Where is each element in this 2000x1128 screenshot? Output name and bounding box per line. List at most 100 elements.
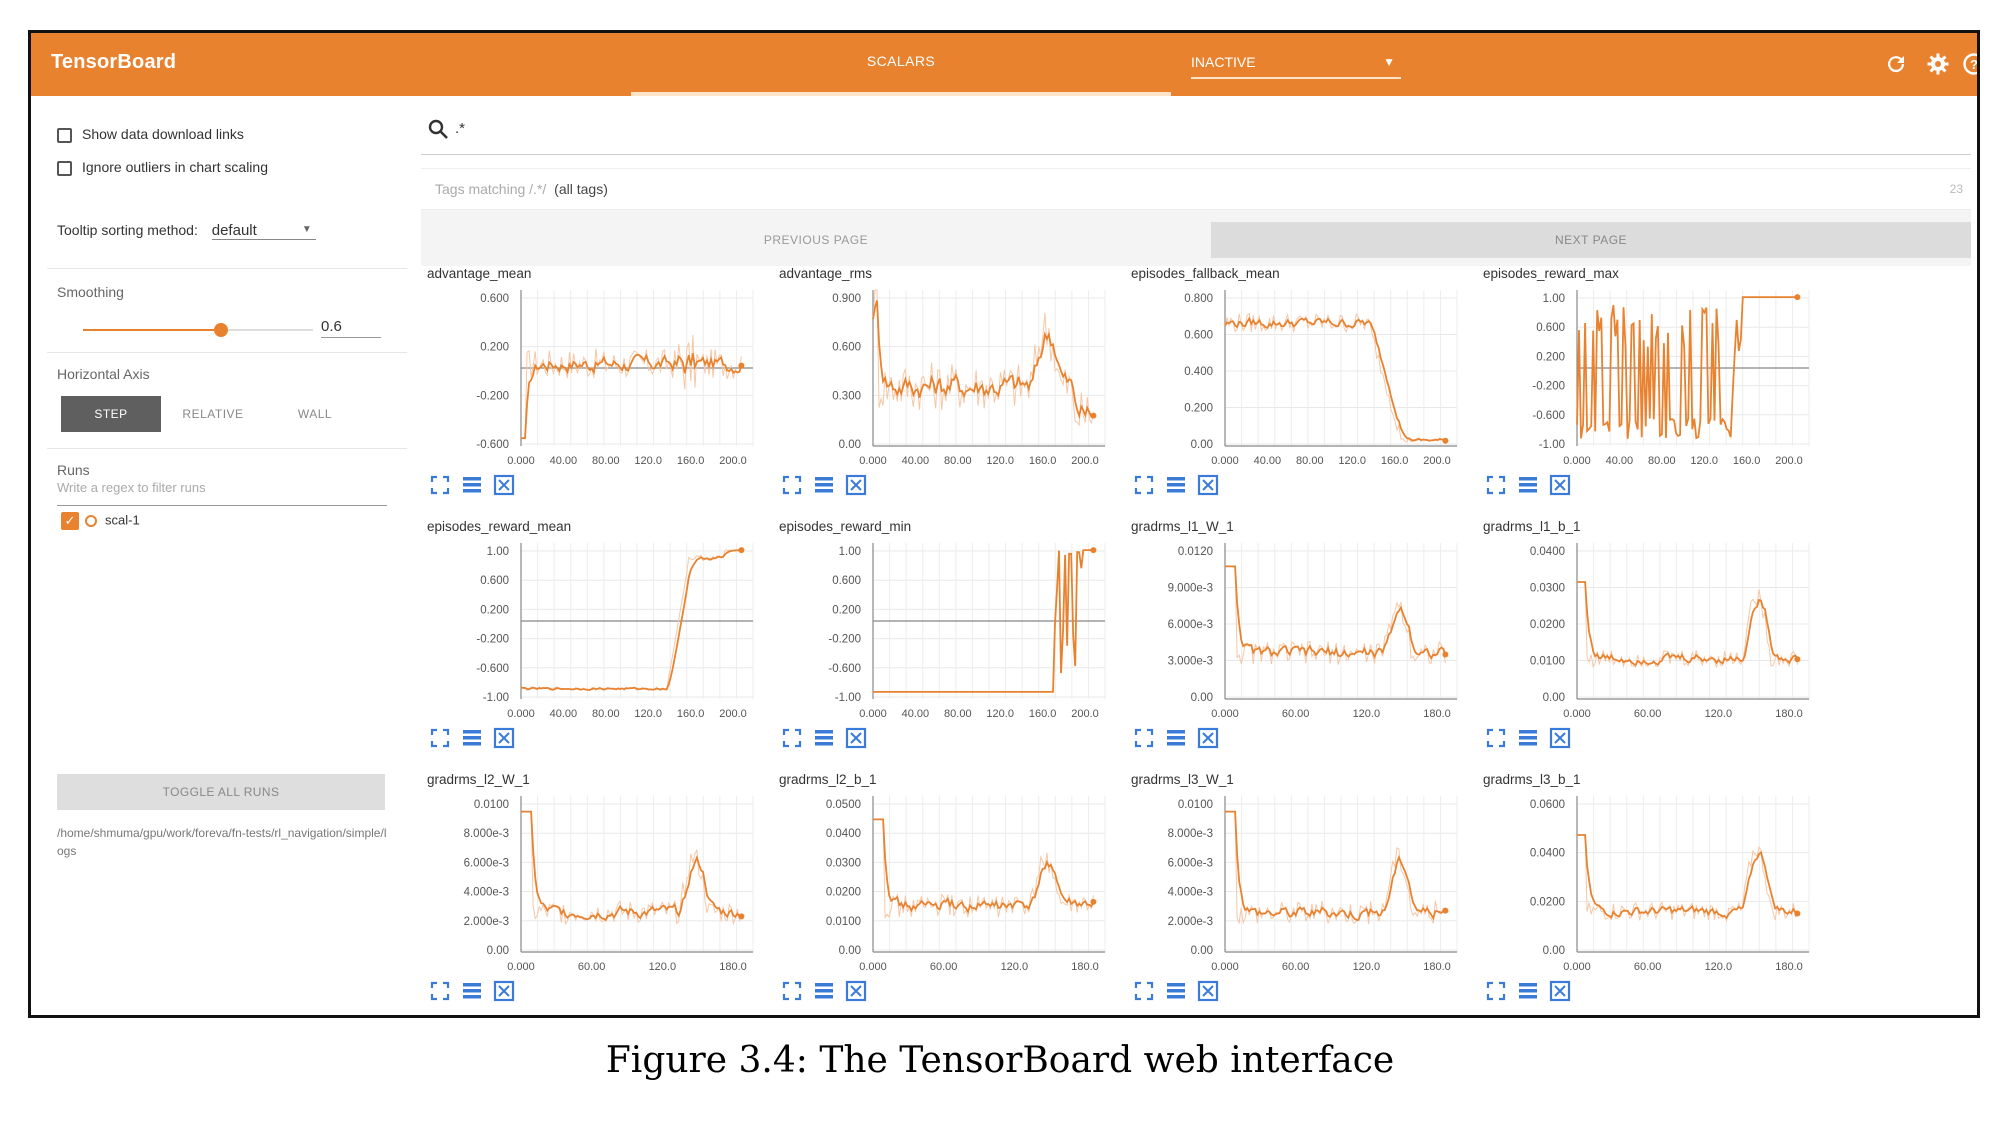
chart-plot[interactable]: 0.0100 8.000e-3 6.000e-3 4.000e-3 2.000e-3 0.… [421,790,761,982]
chart-actions [429,727,525,749]
chart-card-episodes-fallback-mean: episodes_fallback_mean 0.800 0.600 0.400 0.2… [1125,266,1465,516]
tag-search-bar[interactable]: .* [421,114,1971,155]
y-tick-label: 4.000e-3 [1168,887,1213,899]
toggle-all-runs-button[interactable]: TOGGLE ALL RUNS [57,774,385,810]
ignore-outliers-checkbox[interactable] [57,160,72,176]
show-download-links-row[interactable]: Show data download links [57,126,244,143]
chart-plot[interactable]: 0.800 0.600 0.400 0.200 0.00 0.000 40.00 80.00 1… [1125,284,1465,476]
expand-icon[interactable] [1133,474,1155,496]
y-tick-label: -0.600 [476,439,509,451]
smoothing-slider-thumb[interactable] [214,323,228,337]
data-table-icon[interactable] [1517,727,1539,749]
help-icon[interactable]: ? [1957,47,1977,81]
fit-domain-icon[interactable] [1197,474,1219,496]
search-icon [428,119,448,139]
chart-title: episodes_reward_max [1483,266,1619,281]
axis-step-button[interactable]: STEP [61,396,161,432]
data-table-icon[interactable] [1165,474,1187,496]
chart-plot[interactable]: 1.00 0.600 0.200 -0.200 -0.600 -1.00 0.000 40.0… [421,537,761,729]
chart-plot[interactable]: 0.0100 8.000e-3 6.000e-3 4.000e-3 2.000e-3 0.… [1125,790,1465,982]
expand-icon[interactable] [1133,727,1155,749]
chart-plot[interactable]: 0.900 0.600 0.300 0.00 0.000 40.00 80.00 120.0 1… [773,284,1113,476]
settings-icon[interactable] [1921,47,1955,81]
data-table-icon[interactable] [813,474,835,496]
chart-plot[interactable]: 0.0400 0.0300 0.0200 0.0100 0.00 0.000 60.00 12… [1477,537,1817,729]
data-table-icon[interactable] [813,727,835,749]
chart-plot[interactable]: 0.0600 0.0400 0.0200 0.00 0.000 60.00 120.0 180… [1477,790,1817,982]
fit-domain-icon[interactable] [1197,980,1219,1002]
axis-wall-button[interactable]: WALL [297,407,333,421]
fit-domain-icon[interactable] [1197,727,1219,749]
show-download-links-checkbox[interactable] [57,127,72,143]
fit-domain-icon[interactable] [1549,474,1571,496]
data-table-icon[interactable] [1517,980,1539,1002]
x-tick-label: 180.0 [1423,961,1451,973]
figure-caption: Figure 3.4: The TensorBoard web interfac… [605,1040,1395,1081]
chart-grid-lines [1576,543,1810,699]
fit-domain-icon[interactable] [1549,980,1571,1002]
fit-domain-icon[interactable] [845,727,867,749]
fit-domain-icon[interactable] [493,727,515,749]
next-page-button[interactable]: NEXT PAGE [1211,222,1971,258]
refresh-icon[interactable] [1879,47,1913,81]
data-table-icon[interactable] [461,727,483,749]
expand-icon[interactable] [1133,980,1155,1002]
data-table-icon[interactable] [461,474,483,496]
chart-plot[interactable]: 0.0120 9.000e-3 6.000e-3 3.000e-3 0.00 0.000 6… [1125,537,1465,729]
series-raw-line [872,289,1094,427]
expand-icon[interactable] [781,727,803,749]
chart-actions [429,474,525,496]
series-raw-line [521,334,742,439]
tooltip-sorting-select[interactable]: default ▼ [211,222,316,240]
chart-plot[interactable]: 0.600 0.200 -0.200 -0.600 0.000 40.00 80.00 120… [421,284,761,476]
chart-plot[interactable]: 1.00 0.600 0.200 -0.200 -0.600 -1.00 0.000 40.0… [1477,284,1817,476]
y-tick-label: 0.0100 [474,799,509,811]
data-table-icon[interactable] [461,980,483,1002]
x-tick-label: 80.00 [592,708,620,720]
data-table-icon[interactable] [1165,727,1187,749]
inactive-dashboard-select[interactable]: INACTIVE ▼ [1191,45,1401,79]
runs-filter-input[interactable]: Write a regex to filter runs [57,480,387,506]
expand-icon[interactable] [1485,474,1507,496]
smoothing-slider[interactable] [83,323,313,337]
data-table-icon[interactable] [1517,474,1539,496]
chart-plot[interactable]: 1.00 0.600 0.200 -0.200 -0.600 -1.00 0.000 40.0… [773,537,1113,729]
y-tick-label: -0.200 [476,634,509,646]
chart-actions [1133,980,1229,1002]
expand-icon[interactable] [429,727,451,749]
smoothing-value-input[interactable]: 0.6 [321,318,381,338]
run-item[interactable]: ✓ scal-1 [61,512,140,530]
fit-domain-icon[interactable] [493,474,515,496]
previous-page-button[interactable]: PREVIOUS PAGE [763,233,869,247]
y-tick-label: 0.200 [832,604,861,616]
y-tick-label: -0.600 [476,663,509,675]
y-tick-label: 1.00 [487,546,509,558]
expand-icon[interactable] [429,474,451,496]
fit-domain-icon[interactable] [1549,727,1571,749]
y-tick-label: 9.000e-3 [1168,583,1213,595]
ignore-outliers-row[interactable]: Ignore outliers in chart scaling [57,159,268,176]
expand-icon[interactable] [429,980,451,1002]
chart-grid-lines [1224,290,1458,446]
chart-plot[interactable]: 0.0500 0.0400 0.0300 0.0200 0.0100 0.00 0.000 6… [773,790,1113,982]
y-tick-label: 0.0500 [826,799,861,811]
y-tick-label: 0.300 [832,390,861,402]
x-tick-label: 0.000 [1211,708,1239,720]
fit-domain-icon[interactable] [845,980,867,1002]
data-table-icon[interactable] [813,980,835,1002]
x-tick-label: 80.00 [1648,455,1676,467]
fit-domain-icon[interactable] [493,980,515,1002]
x-tick-label: 160.0 [677,708,705,720]
expand-icon[interactable] [781,980,803,1002]
fit-domain-icon[interactable] [845,474,867,496]
y-tick-label: 0.600 [480,293,509,305]
expand-icon[interactable] [1485,980,1507,1002]
tag-search-input[interactable]: .* [455,120,466,137]
tab-scalars[interactable]: SCALARS [631,33,1171,96]
top-bar: TensorBoard SCALARS INACTIVE ▼ ? [31,33,1977,96]
axis-relative-button[interactable]: RELATIVE [182,407,244,421]
run-checkbox[interactable]: ✓ [61,512,79,530]
data-table-icon[interactable] [1165,980,1187,1002]
expand-icon[interactable] [781,474,803,496]
expand-icon[interactable] [1485,727,1507,749]
